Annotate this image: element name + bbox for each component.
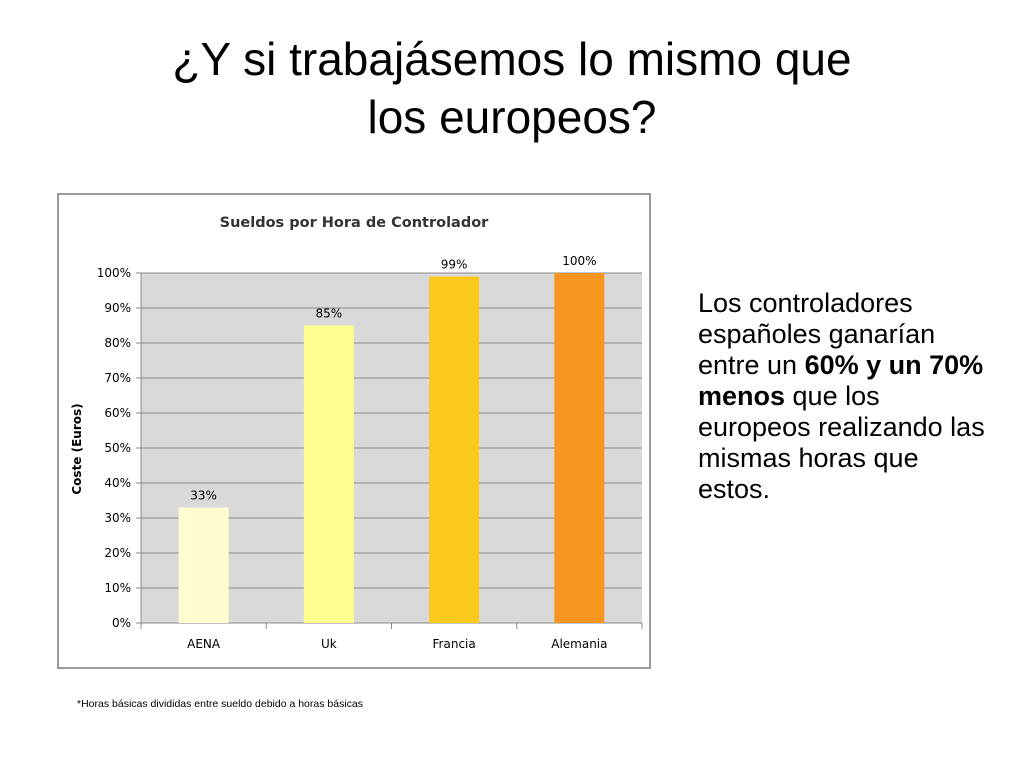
slide-title-line1: ¿Y si trabajásemos lo mismo que xyxy=(172,33,852,85)
bar-francia xyxy=(429,276,480,623)
y-tick-label: 30% xyxy=(104,511,131,525)
x-tick-label: Francia xyxy=(433,637,476,651)
slide-title: ¿Y si trabajásemos lo mismo que los euro… xyxy=(0,30,1024,146)
y-tick-label: 50% xyxy=(104,441,131,455)
bar-alemania xyxy=(554,273,605,623)
chart-svg: Sueldos por Hora de Controlador Coste (E… xyxy=(70,215,643,651)
y-tick-label: 40% xyxy=(104,476,131,490)
data-label: 99% xyxy=(441,258,468,272)
y-tick-label: 80% xyxy=(104,336,131,350)
side-text-part1: Los controladores españoles ganarían ent… xyxy=(698,288,936,380)
y-tick-label: 10% xyxy=(104,581,131,595)
x-tick-label: AENA xyxy=(187,637,221,651)
chart-title: Sueldos por Hora de Controlador xyxy=(220,215,490,231)
bar-chart: Sueldos por Hora de Controlador Coste (E… xyxy=(57,193,651,669)
slide-title-line2: los europeos? xyxy=(367,91,657,143)
footnote: *Horas básicas divididas entre sueldo de… xyxy=(77,698,364,710)
y-tick-label: 90% xyxy=(104,301,131,315)
side-text-bold: 60% y un 70% menos xyxy=(698,350,984,411)
y-tick-label: 70% xyxy=(104,371,131,385)
bar-uk xyxy=(303,325,354,623)
y-tick-label: 20% xyxy=(104,546,131,560)
side-text-part2: que los europeos realizando las mismas h… xyxy=(698,381,985,504)
chart-y-axis-label: Coste (Euros) xyxy=(70,403,84,494)
y-tick-label: 0% xyxy=(112,616,131,630)
y-tick-label: 100% xyxy=(97,266,131,280)
side-text: Los controladores españoles ganarían ent… xyxy=(698,288,998,505)
data-label: 85% xyxy=(316,307,343,321)
bar-aena xyxy=(178,507,229,623)
y-tick-label: 60% xyxy=(104,406,131,420)
x-tick-label: Uk xyxy=(321,637,337,651)
x-tick-label: Alemania xyxy=(551,637,607,651)
data-label: 33% xyxy=(190,489,217,503)
data-label: 100% xyxy=(562,254,596,268)
